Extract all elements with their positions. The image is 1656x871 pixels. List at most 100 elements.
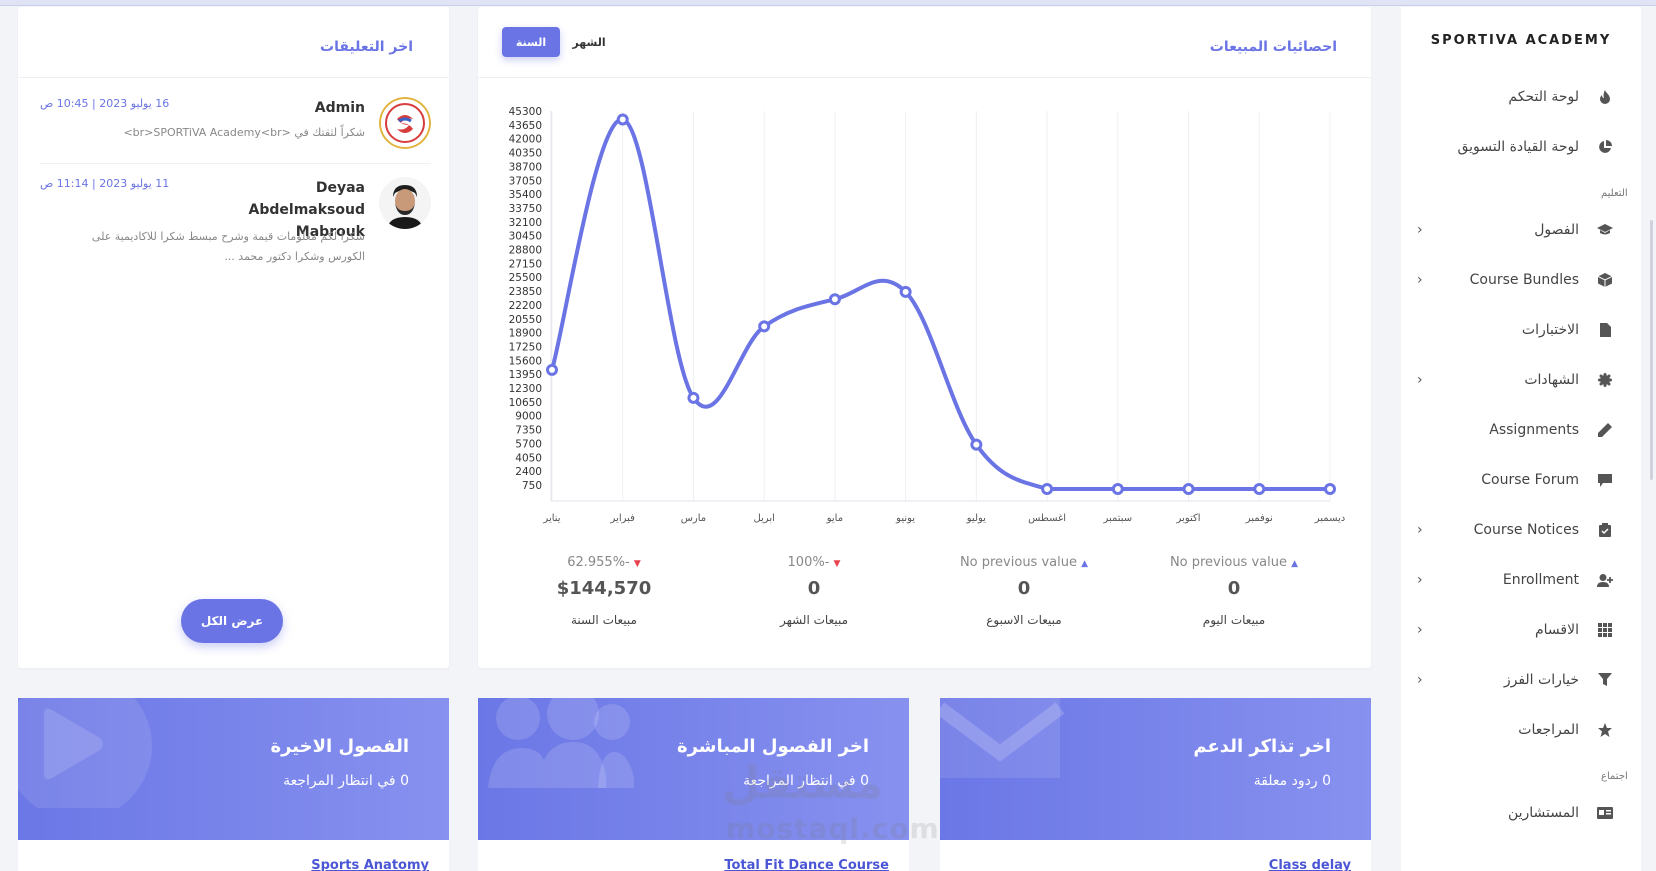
card-subtitle: 0 في انتظار المراجعة bbox=[743, 773, 869, 789]
sidebar-item-reviews[interactable]: المراجعات bbox=[1401, 705, 1641, 755]
period-toggle: السنة الشهر bbox=[502, 27, 618, 57]
card-title: الفصول الاخيرة bbox=[270, 736, 409, 757]
data-point bbox=[828, 293, 841, 306]
data-point bbox=[1324, 483, 1336, 495]
sidebar-item-label: Course Notices bbox=[1473, 522, 1579, 538]
sidebar-item-assignments[interactable]: Assignments bbox=[1401, 405, 1641, 455]
comment-item[interactable]: Deyaa Abdelmaksoud Mabrouk 11 يوليو 2023… bbox=[40, 177, 431, 267]
sidebar-item-marketing-dashboard[interactable]: لوحة القيادة التسويق bbox=[1401, 122, 1641, 172]
sidebar-item-dashboard[interactable]: لوحة التحكم bbox=[1401, 72, 1641, 122]
y-tick-label: 25500 bbox=[509, 272, 542, 284]
y-tick-label: 45300 bbox=[509, 106, 542, 118]
comment-text: شكراً لثقتك في <br>SPORTiVA Academy<br> bbox=[123, 126, 365, 139]
sidebar-item-label: الشهادات bbox=[1524, 372, 1579, 388]
recent-class-link[interactable]: Sports Anatomy bbox=[311, 858, 429, 871]
comment-icon bbox=[1595, 473, 1615, 487]
graduation-cap-icon bbox=[1595, 224, 1615, 236]
y-tick-label: 22200 bbox=[509, 300, 542, 312]
y-tick-label: 13950 bbox=[509, 369, 542, 381]
sales-statistics-card: احصائيات المبيعات السنة الشهر 45300 43650… bbox=[478, 7, 1371, 668]
sidebar-item-label: المراجعات bbox=[1518, 722, 1579, 738]
y-tick-label: 12300 bbox=[509, 383, 542, 395]
comment-author[interactable]: Admin bbox=[314, 100, 365, 116]
sidebar: SPORTIVA ACADEMY لوحة التحكم لوحة القياد… bbox=[1401, 7, 1641, 871]
sidebar-item-courses[interactable]: الفصول ‹ bbox=[1401, 205, 1641, 255]
sidebar-item-consultants[interactable]: المستشارين bbox=[1401, 788, 1641, 838]
y-tick-label: 5700 bbox=[515, 438, 542, 450]
x-tick-label: ديسمبر bbox=[1314, 513, 1345, 524]
x-tick-label: يونيو bbox=[895, 513, 915, 524]
y-tick-label: 7350 bbox=[515, 425, 542, 437]
y-tick-label: 32100 bbox=[509, 217, 542, 229]
brand-logo-text[interactable]: SPORTIVA ACADEMY bbox=[1430, 33, 1612, 48]
data-point bbox=[1111, 483, 1124, 495]
sidebar-item-label: لوحة القيادة التسويق bbox=[1457, 139, 1579, 155]
comment-item[interactable]: Admin 16 يوليو 2023 | 10:45 ص شكراً لثقت… bbox=[40, 97, 431, 157]
divider bbox=[478, 77, 1371, 78]
data-point bbox=[899, 285, 912, 298]
sidebar-item-enrollment[interactable]: Enrollment ‹ bbox=[1401, 555, 1641, 605]
card-subtitle: 0 في انتظار المراجعة bbox=[283, 773, 409, 789]
live-class-link[interactable]: Total Fit Dance Course bbox=[724, 858, 889, 871]
view-all-button[interactable]: عرض الكل bbox=[181, 599, 283, 643]
fire-icon bbox=[1595, 90, 1615, 104]
sales-title: احصائيات المبيعات bbox=[1209, 39, 1337, 55]
series-line bbox=[550, 117, 1332, 492]
play-icon bbox=[18, 698, 152, 808]
sidebar-item-label: Enrollment bbox=[1502, 572, 1579, 588]
toggle-month-button[interactable]: الشهر bbox=[572, 35, 606, 49]
x-tick-label: اكتوبر bbox=[1176, 513, 1201, 524]
comment-text: شكرا لكم معلومات قيمة وشرح مبسط شكرا للا… bbox=[91, 230, 365, 263]
sidebar-item-course-forum[interactable]: Course Forum bbox=[1401, 455, 1641, 505]
sidebar-item-certificates[interactable]: الشهادات ‹ bbox=[1401, 355, 1641, 405]
sidebar-scrollbar[interactable] bbox=[1650, 220, 1653, 480]
top-border bbox=[0, 0, 1656, 6]
caret-up-icon: ▲ bbox=[1291, 559, 1299, 569]
card-title: اخر الفصول المباشرة bbox=[676, 736, 869, 757]
chevron-left-icon[interactable]: ‹ bbox=[1417, 272, 1423, 288]
toggle-year-button[interactable]: السنة bbox=[502, 27, 560, 57]
data-point bbox=[1182, 483, 1195, 495]
divider bbox=[18, 77, 449, 78]
sidebar-item-label: الفصول bbox=[1534, 222, 1579, 238]
card-banner: اخر الفصول المباشرة 0 في انتظار المراجعة bbox=[478, 698, 909, 840]
x-tick-label: مارس bbox=[681, 513, 706, 524]
comment-author[interactable]: Deyaa Abdelmaksoud Mabrouk bbox=[248, 180, 365, 240]
chevron-left-icon[interactable]: ‹ bbox=[1417, 672, 1423, 688]
chevron-left-icon[interactable]: ‹ bbox=[1417, 222, 1423, 238]
sidebar-item-course-notices[interactable]: Course Notices ‹ bbox=[1401, 505, 1641, 555]
support-tickets-card: اخر تذاكر الدعم 0 ردود معلقة Class delay bbox=[940, 698, 1371, 871]
chevron-left-icon[interactable]: ‹ bbox=[1417, 372, 1423, 388]
comment-date: 16 يوليو 2023 | 10:45 ص bbox=[40, 97, 170, 110]
y-tick-label: 27150 bbox=[509, 258, 542, 270]
id-card-icon bbox=[1595, 807, 1615, 819]
pencil-icon bbox=[1595, 423, 1615, 437]
y-tick-label: 750 bbox=[522, 480, 542, 492]
user-plus-icon bbox=[1595, 573, 1615, 587]
chevron-left-icon[interactable]: ‹ bbox=[1417, 522, 1423, 538]
x-tick-label: فبراير bbox=[610, 513, 636, 524]
chevron-left-icon[interactable]: ‹ bbox=[1417, 572, 1423, 588]
x-tick-label: اغسطس bbox=[1028, 513, 1066, 524]
card-banner: اخر تذاكر الدعم 0 ردود معلقة bbox=[940, 698, 1371, 840]
sidebar-item-quizzes[interactable]: الاختبارات bbox=[1401, 305, 1641, 355]
y-tick-label: 2400 bbox=[515, 466, 542, 478]
recent-classes-card: الفصول الاخيرة 0 في انتظار المراجعة Spor… bbox=[18, 698, 449, 871]
caret-up-icon: ▲ bbox=[1081, 559, 1089, 569]
grid-icon bbox=[1595, 623, 1615, 637]
stat-change: No previous value ▲ bbox=[959, 555, 1089, 570]
stat-month: 100%- ▼ 0 مبيعات الشهر bbox=[714, 555, 914, 627]
clipboard-icon bbox=[1595, 523, 1615, 537]
data-point bbox=[687, 391, 700, 404]
y-tick-label: 40350 bbox=[509, 148, 542, 160]
ticket-link[interactable]: Class delay bbox=[1268, 858, 1351, 871]
sidebar-item-categories[interactable]: الاقسام ‹ bbox=[1401, 605, 1641, 655]
chevron-left-icon[interactable]: ‹ bbox=[1417, 622, 1423, 638]
sidebar-item-sort-options[interactable]: خيارات الفرز ‹ bbox=[1401, 655, 1641, 705]
x-tick-label: يناير bbox=[542, 513, 560, 524]
sidebar-item-label: Course Bundles bbox=[1469, 272, 1579, 288]
stat-label: مبيعات السنة bbox=[571, 613, 637, 627]
sidebar-item-course-bundles[interactable]: Course Bundles ‹ bbox=[1401, 255, 1641, 305]
users-icon bbox=[488, 698, 634, 788]
comments-title: اخر التعليقات bbox=[320, 39, 413, 55]
